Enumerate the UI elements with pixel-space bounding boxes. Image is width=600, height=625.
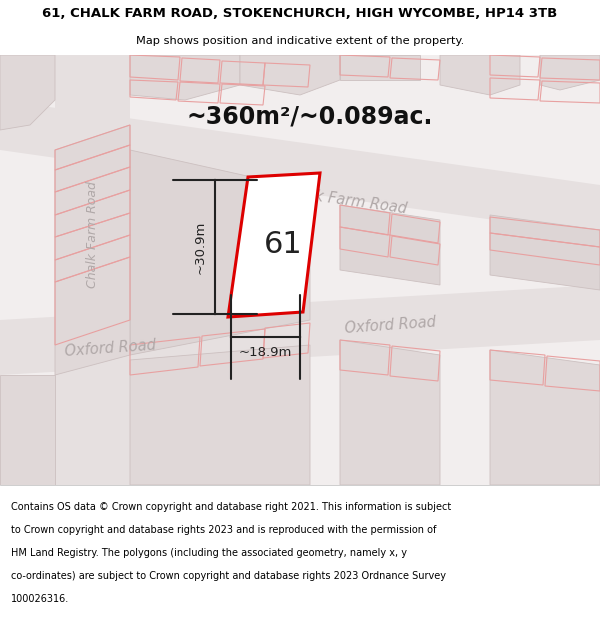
Polygon shape xyxy=(0,285,600,375)
Polygon shape xyxy=(130,55,240,100)
Polygon shape xyxy=(0,375,55,485)
Text: Contains OS data © Crown copyright and database right 2021. This information is : Contains OS data © Crown copyright and d… xyxy=(11,502,451,512)
Polygon shape xyxy=(540,55,600,90)
Text: Oxford Road: Oxford Road xyxy=(64,338,156,359)
Polygon shape xyxy=(55,55,130,485)
Text: ~18.9m: ~18.9m xyxy=(239,346,292,359)
Polygon shape xyxy=(490,350,600,485)
Polygon shape xyxy=(440,55,520,95)
Text: Chalk Farm Road: Chalk Farm Road xyxy=(282,184,408,216)
Polygon shape xyxy=(0,55,55,130)
Text: 61: 61 xyxy=(263,230,302,259)
Polygon shape xyxy=(340,205,440,285)
Polygon shape xyxy=(340,55,420,80)
Text: Map shows position and indicative extent of the property.: Map shows position and indicative extent… xyxy=(136,36,464,46)
Polygon shape xyxy=(490,215,600,290)
Text: co-ordinates) are subject to Crown copyright and database rights 2023 Ordnance S: co-ordinates) are subject to Crown copyr… xyxy=(11,571,446,581)
Polygon shape xyxy=(130,150,310,355)
Polygon shape xyxy=(240,55,340,95)
Polygon shape xyxy=(340,340,440,485)
Text: ~360m²/~0.089ac.: ~360m²/~0.089ac. xyxy=(187,105,433,129)
Text: HM Land Registry. The polygons (including the associated geometry, namely x, y: HM Land Registry. The polygons (includin… xyxy=(11,548,407,558)
Polygon shape xyxy=(0,100,600,235)
Text: ~30.9m: ~30.9m xyxy=(193,220,206,274)
Polygon shape xyxy=(55,125,130,375)
Polygon shape xyxy=(130,345,310,485)
Text: to Crown copyright and database rights 2023 and is reproduced with the permissio: to Crown copyright and database rights 2… xyxy=(11,525,436,535)
Text: Chalk Farm Road: Chalk Farm Road xyxy=(86,181,98,289)
Text: Oxford Road: Oxford Road xyxy=(344,314,436,336)
Text: 100026316.: 100026316. xyxy=(11,594,69,604)
Polygon shape xyxy=(228,173,320,317)
Text: 61, CHALK FARM ROAD, STOKENCHURCH, HIGH WYCOMBE, HP14 3TB: 61, CHALK FARM ROAD, STOKENCHURCH, HIGH … xyxy=(43,8,557,20)
